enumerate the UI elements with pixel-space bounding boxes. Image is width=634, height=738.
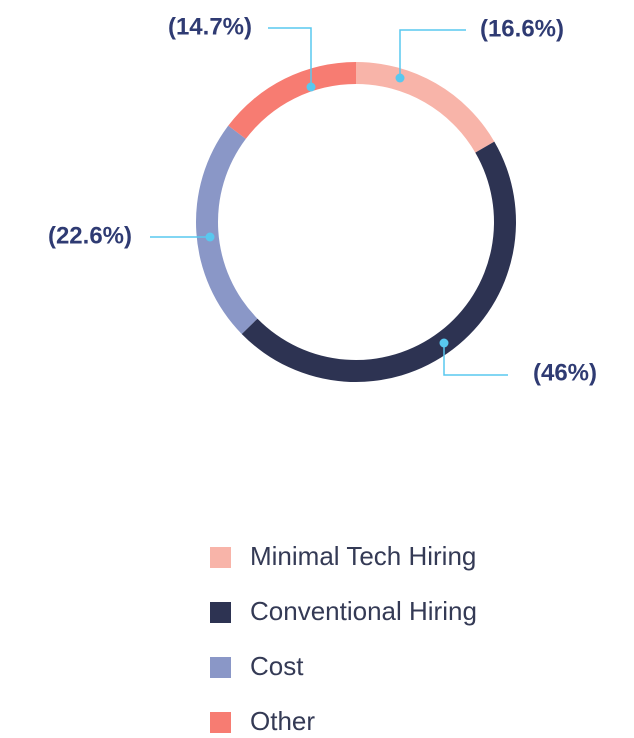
leader-line (443, 343, 508, 376)
donut-segment (228, 62, 356, 139)
legend-label: Other (250, 706, 315, 736)
value-label: (22.6%) (48, 222, 132, 249)
leader-line (268, 27, 312, 87)
leader-line (399, 29, 466, 78)
donut-segment (356, 62, 495, 153)
legend-swatch (210, 712, 231, 733)
legend-label: Minimal Tech Hiring (250, 541, 476, 571)
leader-dot (205, 232, 215, 242)
legend-label: Cost (250, 651, 304, 681)
legend-swatch (210, 657, 231, 678)
value-label: (16.6%) (480, 15, 564, 42)
leader-dot (395, 73, 405, 83)
leader-dot (439, 338, 449, 348)
donut-segment (241, 141, 516, 382)
value-label: (46%) (533, 359, 597, 386)
legend-swatch (210, 547, 231, 568)
donut-segment (195, 125, 258, 334)
legend-label: Conventional Hiring (250, 596, 477, 626)
legend-swatch (210, 602, 231, 623)
value-label: (14.7%) (168, 13, 252, 40)
leader-dot (306, 82, 316, 92)
